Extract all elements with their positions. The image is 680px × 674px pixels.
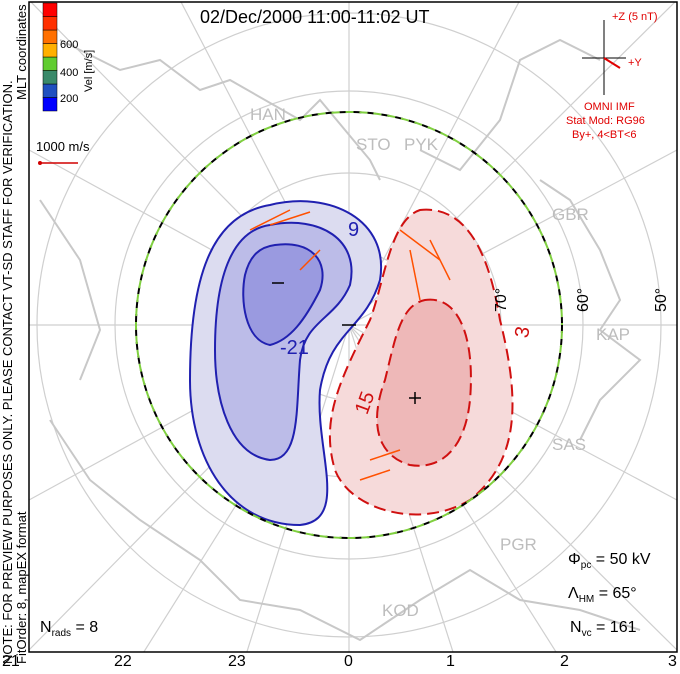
station-label: HAN — [250, 105, 286, 124]
mlt-label: 22 — [114, 653, 132, 670]
mlt-label: 2 — [560, 653, 569, 670]
colorbar-segment — [42, 56, 58, 71]
colorbar-tick: 600 — [60, 39, 79, 51]
latitude-grid — [29, 2, 677, 652]
station-label: SAS — [552, 435, 587, 454]
fit-order-note: FitOrder: 8, mapEX format — [14, 511, 29, 664]
cross-polar-potential: Φpc = 50 kV — [568, 551, 651, 572]
station-label: KAP — [596, 325, 631, 344]
latitude-label: 50° — [653, 287, 670, 312]
imf-source: OMNI IMF — [584, 101, 635, 113]
reference-vector-label: 1000 m/s — [36, 139, 90, 154]
colorbar-tick: 200 — [60, 93, 79, 105]
colorbar-tick: 400 — [60, 67, 79, 79]
velocity-vectors — [249, 209, 451, 481]
imf-condition: By+, 4<BT<6 — [572, 129, 637, 141]
latitude-label: 70° — [493, 287, 510, 312]
colorbar — [42, 2, 58, 112]
hm-latitude: ΛHM = 65° — [568, 585, 637, 606]
preview-note: NOTE: FOR PREVIEW PURPOSES ONLY. PLEASE … — [0, 80, 15, 664]
coords-label: MLT coordinates — [14, 4, 29, 100]
colorbar-segment — [42, 97, 58, 112]
radar-count: Nrads = 8 — [40, 619, 99, 640]
vector-count: Nvc = 161 — [570, 619, 637, 640]
station-label: GBR — [552, 205, 589, 224]
stat-model: Stat Mod: RG96 — [566, 115, 645, 127]
mlt-label: 1 — [446, 653, 455, 670]
colorbar-segment — [42, 29, 58, 44]
map-title: 02/Dec/2000 11:00-11:02 UT — [200, 7, 430, 27]
latitude-label: 60° — [575, 287, 592, 312]
mlt-label: 21 — [2, 653, 20, 670]
imf-vector — [603, 57, 621, 69]
contour-label: 9 — [348, 219, 360, 241]
imf-y-label: +Y — [628, 57, 642, 69]
plot-frame — [28, 1, 678, 653]
station-label: STO — [356, 135, 391, 154]
mlt-label: 23 — [228, 653, 246, 670]
mlt-label: 3 — [668, 653, 677, 670]
colorbar-segment — [42, 2, 58, 17]
contour-label: -21 — [280, 337, 309, 359]
colorbar-segment — [42, 16, 58, 31]
colorbar-segment — [42, 83, 58, 98]
colorbar-segment — [42, 70, 58, 85]
imf-z-label: +Z (5 nT) — [612, 11, 658, 23]
station-label: KOD — [382, 601, 419, 620]
colorbar-label: Vel [m/s] — [83, 49, 95, 92]
station-label: PGR — [500, 535, 537, 554]
mlt-label: 0 — [344, 653, 353, 670]
station-label: PYK — [404, 135, 439, 154]
colorbar-segment — [42, 43, 58, 58]
coastlines — [39, 38, 642, 642]
